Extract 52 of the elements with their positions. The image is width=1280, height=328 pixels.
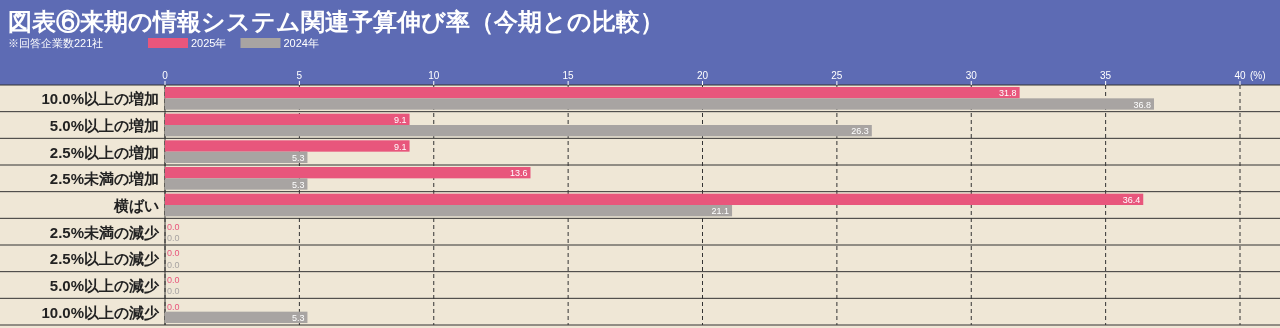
data-label: 36.4 [1122,195,1141,205]
bar [165,311,308,323]
data-label: 36.8 [1133,99,1151,110]
x-tick-label: 20 [696,70,709,81]
x-tick-label: 15 [562,70,575,81]
y-tick-label: 10.0%以上の減少 [41,303,160,321]
x-tick-label: 40 [1234,70,1246,81]
chart-title: 図表⑥来期の情報システム関連予算伸び率（今期との比較） [8,8,664,35]
data-label: 13.6 [509,168,528,179]
data-label: 5.3 [291,153,305,163]
data-label: 26.3 [851,126,869,137]
text: ※回答企業数221社 [8,37,104,49]
bar [165,98,1154,110]
y-tick-label: 2.5%以上の減少 [49,250,160,268]
bar [165,167,531,179]
data-label: 0.0 [167,301,180,312]
y-tick-label: 2.5%未満の増加 [49,170,159,188]
x-tick-label: 25 [831,70,843,81]
bar [165,193,1144,205]
bar [165,178,308,190]
data-label: 5.3 [291,313,305,323]
bar [165,151,308,163]
data-label: 0.0 [167,286,180,297]
x-tick-label: 5 [296,70,303,81]
data-label: 0.0 [167,259,180,270]
data-label: 0.0 [167,275,180,285]
x-axis-title: (%) [1250,70,1266,81]
legend-label: 2025年 [191,37,227,49]
bar [165,125,872,137]
bar [165,140,410,152]
y-tick-label: 2.5%以上の増加 [49,143,159,161]
data-label: 5.3 [291,179,305,190]
x-tick-label: 30 [965,70,978,81]
y-tick-label: 10.0%以上の増加 [41,90,159,108]
y-tick-label: 2.5%未満の減少 [49,223,160,241]
data-label: 0.0 [167,233,180,243]
data-label: 9.1 [394,141,407,152]
y-tick-label: 5.0%以上の増加 [49,117,159,134]
data-label: 0.0 [167,221,180,232]
x-tick-label: 35 [1100,70,1112,81]
y-tick-label: 5.0%以上の減少 [49,277,160,294]
data-label: 31.8 [999,88,1017,99]
bar [165,113,410,125]
data-label: 21.1 [711,206,730,217]
bar [165,205,733,217]
x-tick-label: 10 [428,70,440,81]
y-tick-label: 横ばい [113,197,159,214]
x-tick-label: 0 [162,70,169,81]
bar [165,87,1020,99]
legend-label: 2024年 [283,37,319,49]
data-label: 9.1 [394,115,407,125]
data-label: 0.0 [167,248,180,259]
